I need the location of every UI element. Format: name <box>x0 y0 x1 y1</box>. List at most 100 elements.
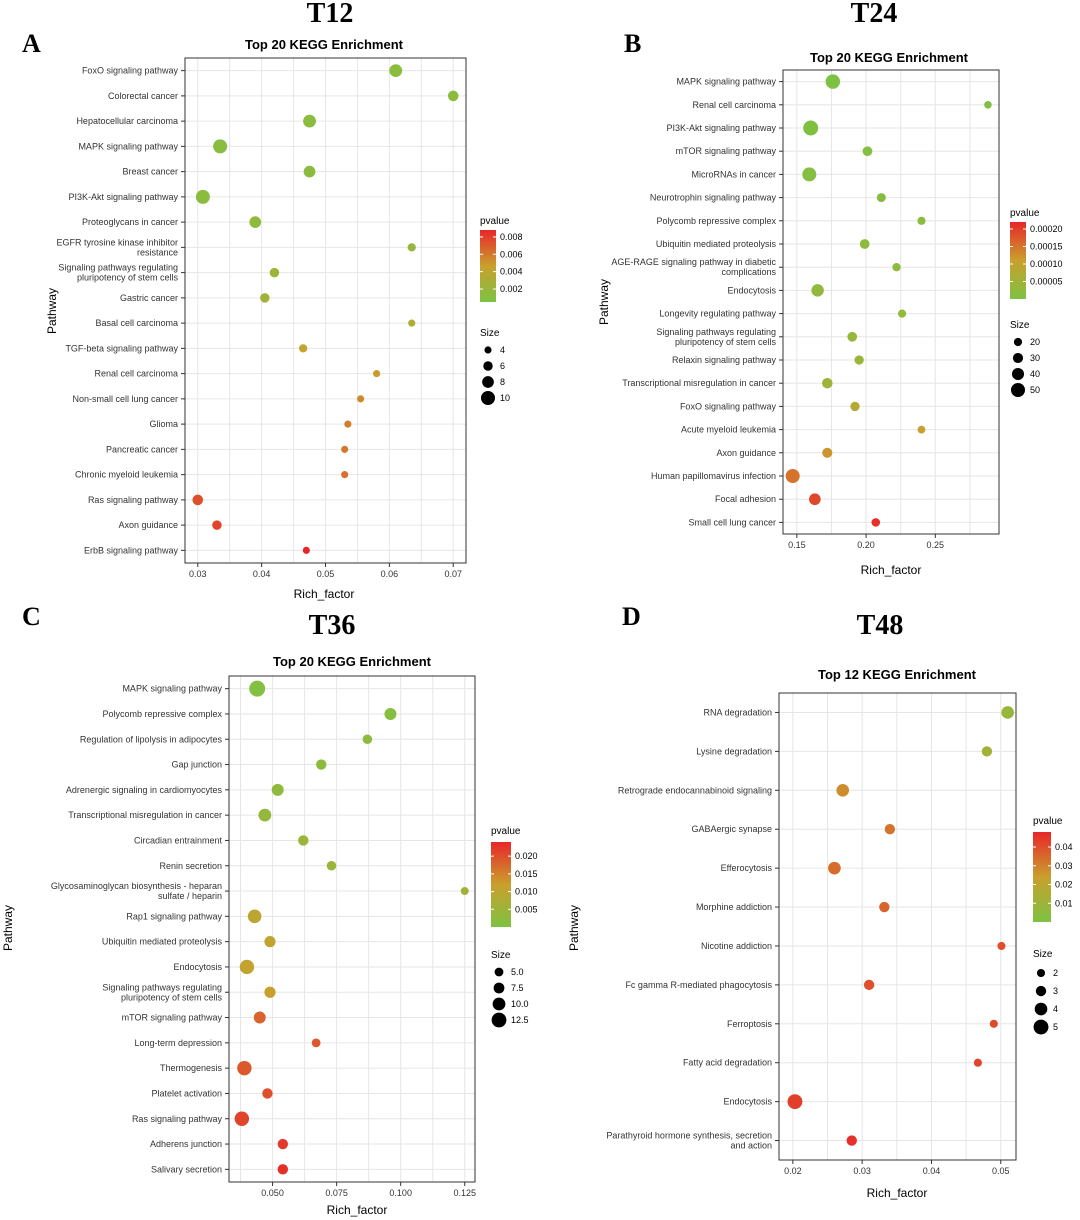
panel-b-t24: B T24 Top 20 KEGG Enrichment 0.15 0.20 0.2… <box>597 0 1063 577</box>
pathway-label: Ras signaling pathway <box>132 1114 223 1124</box>
pathway-label: Circadian entrainment <box>134 835 223 845</box>
data-point <box>879 901 890 913</box>
pvalue-colorbar <box>1010 222 1026 299</box>
data-point <box>341 471 349 479</box>
data-point <box>917 216 926 225</box>
data-point <box>302 546 310 554</box>
x-tick-label: 0.100 <box>389 1188 412 1198</box>
size-legend-label: 3 <box>1053 986 1058 996</box>
data-point <box>362 734 373 745</box>
size-legend-title: Size <box>491 950 511 961</box>
size-legend-dot <box>1012 352 1024 364</box>
data-point <box>876 193 886 203</box>
colorbar-tick-label: 0.00015 <box>1030 242 1063 252</box>
x-axis-title-d: Rich_factor <box>867 1186 928 1200</box>
colorbar-tick-label: 0.020 <box>515 851 538 861</box>
pathway-label: sulfate / heparin <box>158 891 222 901</box>
colorbar-tick-label: 0.00020 <box>1030 224 1063 234</box>
x-axis-title-c: Rich_factor <box>327 1203 388 1217</box>
pathway-label: Platelet activation <box>151 1088 222 1098</box>
pathway-label: PI3K-Akt signaling pathway <box>666 123 776 133</box>
pathway-label: Morphine addiction <box>696 902 772 912</box>
plot-area <box>779 693 1016 1160</box>
data-point <box>269 267 280 278</box>
pathway-label: Non-small cell lung cancer <box>72 394 178 404</box>
data-point <box>249 680 266 697</box>
y-axis-title-c: Pathway <box>1 905 15 951</box>
x-tick-label: 0.02 <box>784 1166 802 1176</box>
pathway-label: complications <box>721 267 776 277</box>
data-point <box>234 1111 250 1126</box>
data-point <box>871 518 881 527</box>
y-axis-title-d: Pathway <box>567 905 581 951</box>
group-title-t24: T24 <box>851 0 898 29</box>
pathway-label: Endocytosis <box>723 1097 772 1107</box>
size-legend-dot <box>491 1012 507 1028</box>
pvalue-legend-title: pvalue <box>1033 816 1063 827</box>
pathway-label: resistance <box>137 247 178 257</box>
data-point <box>822 377 833 389</box>
data-point <box>213 139 228 154</box>
data-point <box>989 1019 998 1028</box>
chart-title-d: Top 12 KEGG Enrichment <box>818 667 977 682</box>
panel-c-t36: C T36 Top 20 KEGG Enrichment 0.050 0.075 0… <box>1 602 538 1217</box>
pathway-label: EGFR tyrosine kinase inhibitor <box>56 237 178 247</box>
pathway-label: Ubiquitin mediated proteolysis <box>102 937 223 947</box>
pathway-label: Glioma <box>149 419 178 429</box>
size-legend-label: 2 <box>1053 968 1058 978</box>
pathway-label: Fc gamma R-mediated phagocytosis <box>625 980 772 990</box>
pathway-label: Nicotine addiction <box>701 941 772 951</box>
pathway-label: PI3K-Akt signaling pathway <box>68 192 178 202</box>
data-point <box>373 370 381 378</box>
size-legend-label: 30 <box>1030 353 1040 363</box>
pathway-label: MAPK signaling pathway <box>122 684 222 694</box>
size-legend-title: Size <box>1033 949 1053 960</box>
data-point <box>408 319 416 327</box>
x-tick-label: 0.125 <box>453 1188 476 1198</box>
data-point <box>828 861 841 875</box>
pathway-label: Rap1 signaling pathway <box>126 911 222 921</box>
pathway-label: Regulation of lipolysis in adipocytes <box>80 734 223 744</box>
data-point <box>407 243 416 252</box>
data-point <box>277 1138 289 1150</box>
group-title-t12: T12 <box>307 0 354 29</box>
data-point <box>384 707 397 720</box>
size-legend-dot <box>483 361 493 371</box>
data-point <box>192 494 204 506</box>
data-point <box>264 986 276 998</box>
data-point <box>249 216 262 228</box>
pathway-label: Signaling pathways regulating <box>656 327 776 337</box>
x-tick-label: 0.07 <box>444 569 462 579</box>
pathway-label: Long-term depression <box>134 1038 222 1048</box>
plot-frame <box>778 692 1017 1161</box>
size-legend-title: Size <box>1010 320 1030 331</box>
data-point <box>447 90 459 102</box>
pvalue-colorbar <box>1033 832 1051 922</box>
size-legend-label: 4 <box>1053 1004 1058 1014</box>
pathway-label: MicroRNAs in cancer <box>691 169 776 179</box>
colorbar-tick-label: 0.01 <box>1055 898 1073 908</box>
data-point <box>984 101 992 109</box>
pathway-label: Renin secretion <box>159 861 222 871</box>
pathway-label: Hepatocellular carcinoma <box>76 116 178 126</box>
data-point <box>212 520 222 530</box>
colorbar-tick-label: 0.00005 <box>1030 277 1063 287</box>
pathway-label: Signaling pathways regulating <box>102 982 222 992</box>
pathway-label: Relaxin signaling pathway <box>672 355 777 365</box>
pathway-label: MAPK signaling pathway <box>78 141 178 151</box>
data-point <box>892 263 901 272</box>
size-legend-label: 5 <box>1053 1022 1058 1032</box>
pathway-label: Gap junction <box>171 760 222 770</box>
pathway-label: Colorectal cancer <box>108 91 178 101</box>
data-point <box>859 239 870 249</box>
x-tick-label: 0.03 <box>189 569 207 579</box>
size-legend-dot <box>1033 1019 1049 1035</box>
x-tick-label: 0.15 <box>788 540 806 550</box>
data-point <box>316 759 327 770</box>
data-point <box>1001 706 1014 719</box>
data-point <box>341 445 349 453</box>
pathway-label: Adherens junction <box>150 1139 222 1149</box>
data-point <box>787 1094 803 1110</box>
